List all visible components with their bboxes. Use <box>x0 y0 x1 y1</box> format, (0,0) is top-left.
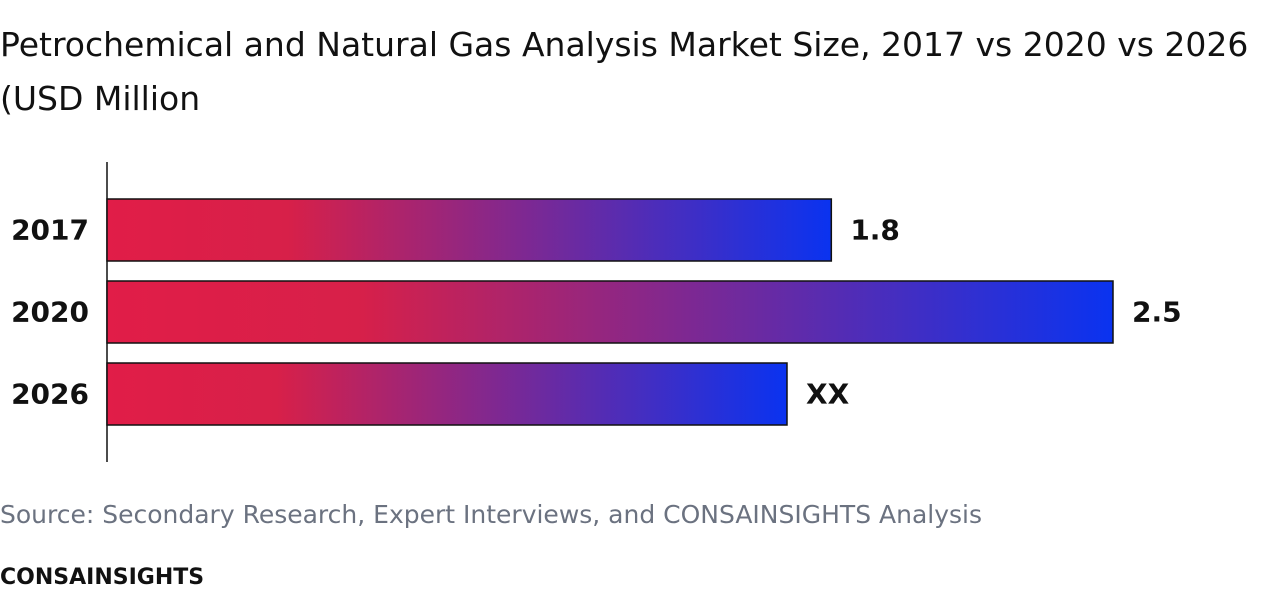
brand-logo-text: CONSAINSIGHTS <box>0 565 205 590</box>
category-label-2026: 2026 <box>11 378 89 411</box>
bar-chart: 2017 1.8 2020 2.5 2026 XX <box>11 162 1182 462</box>
source-note: Source: Secondary Research, Expert Inter… <box>0 500 983 529</box>
chart-title: Petrochemical and Natural Gas Analysis M… <box>0 25 1249 118</box>
bar-2017 <box>106 198 833 262</box>
value-label-2026: XX <box>806 378 850 411</box>
category-label-2017: 2017 <box>11 214 89 247</box>
bar-2026 <box>106 362 788 426</box>
value-label-2020: 2.5 <box>1132 296 1182 329</box>
value-label-2017: 1.8 <box>850 214 900 247</box>
category-label-2020: 2020 <box>11 296 89 329</box>
bar-2020 <box>106 280 1114 344</box>
